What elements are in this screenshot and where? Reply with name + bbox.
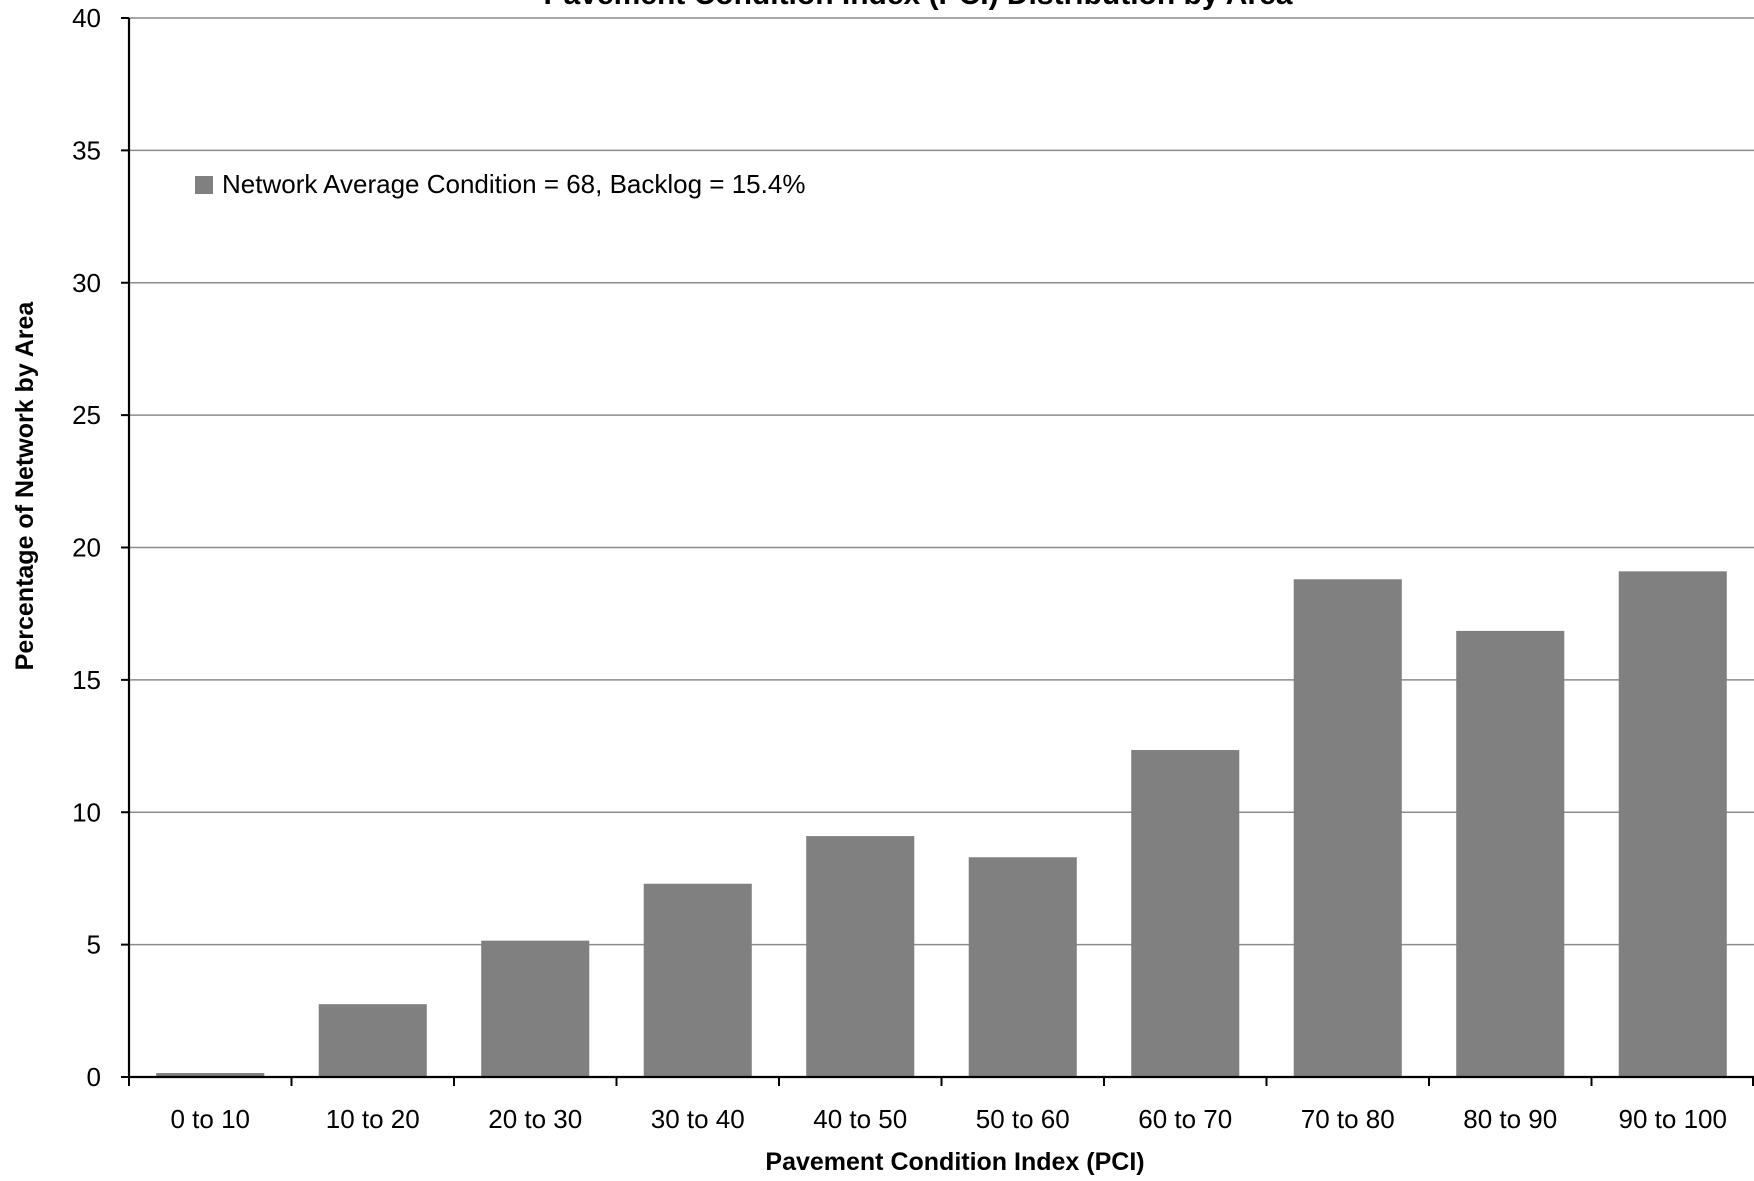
- x-tick-label: 50 to 60: [976, 1104, 1070, 1134]
- y-tick-label: 20: [72, 533, 101, 563]
- bar: [643, 883, 752, 1077]
- bar: [1456, 630, 1565, 1077]
- y-tick-label: 30: [72, 268, 101, 298]
- y-tick-label: 10: [72, 797, 101, 827]
- x-tick-label: 70 to 80: [1301, 1104, 1395, 1134]
- legend-label: Network Average Condition = 68, Backlog …: [222, 169, 805, 199]
- bar: [1131, 750, 1240, 1077]
- chart-title: Pavement Condition Index (PCI) Distribut…: [544, 0, 1293, 11]
- x-tick-label: 40 to 50: [813, 1104, 907, 1134]
- y-axis-ticks: 0 5 10 15 20 25 30 35 40: [72, 3, 129, 1092]
- x-axis-ticks: 0 to 10 10 to 20 20 to 30 30 to 40 40 to 50 5…: [128, 1077, 1754, 1134]
- bar: [968, 857, 1077, 1077]
- x-tick-label: 0 to 10: [170, 1104, 250, 1134]
- y-tick-label: 25: [72, 400, 101, 430]
- bars: [156, 571, 1727, 1077]
- x-tick-label: 80 to 90: [1463, 1104, 1557, 1134]
- y-tick-label: 15: [72, 665, 101, 695]
- x-tick-label: 10 to 20: [326, 1104, 420, 1134]
- legend-swatch: [195, 176, 213, 194]
- y-tick-label: 40: [72, 3, 101, 33]
- x-axis-label: Pavement Condition Index (PCI): [765, 1148, 1144, 1176]
- bar: [156, 1073, 265, 1077]
- bar: [1618, 571, 1727, 1077]
- x-tick-label: 30 to 40: [651, 1104, 745, 1134]
- y-tick-label: 0: [87, 1062, 101, 1092]
- gridlines: [129, 17, 1754, 946]
- y-tick-label: 35: [72, 135, 101, 165]
- bar: [481, 940, 590, 1077]
- x-tick-label: 60 to 70: [1138, 1104, 1232, 1134]
- bar: [806, 836, 915, 1077]
- x-tick-label: 20 to 30: [488, 1104, 582, 1134]
- legend: Network Average Condition = 68, Backlog …: [195, 169, 805, 199]
- y-tick-label: 5: [87, 930, 101, 960]
- y-axis-label: Percentage of Network by Area: [11, 301, 39, 671]
- bar: [1293, 579, 1402, 1077]
- x-tick-label: 90 to 100: [1619, 1104, 1727, 1134]
- bar: [318, 1004, 427, 1077]
